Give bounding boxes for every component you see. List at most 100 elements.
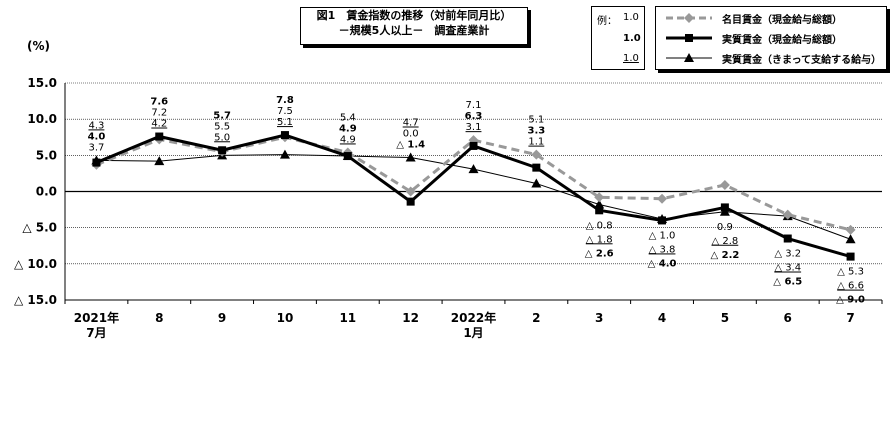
series-real-total-point bbox=[783, 234, 792, 243]
series-nominal-data-label: 3.7 bbox=[88, 142, 104, 153]
series-real-total-point bbox=[846, 252, 855, 261]
series-real-total-data-label: △ 1.4 bbox=[396, 140, 425, 151]
series-real-regular-data-label: △ 1.8 bbox=[586, 234, 613, 245]
series-nominal-point bbox=[594, 192, 605, 203]
x-tick-label: 3 bbox=[595, 311, 603, 325]
legend-item-real-regular: 実質賃金（きまって支給する給与） bbox=[664, 49, 884, 67]
series-real-total-point bbox=[595, 206, 604, 215]
series-real-regular-data-label: 4.3 bbox=[88, 120, 104, 131]
tick-labels: 15.0 10.0 5.0 0.0 △ 5.0 △ 10.0 △ 15.0 2021年 7月 8 9… bbox=[14, 76, 855, 340]
series-nominal-line bbox=[95, 135, 851, 232]
series-real-total-data-label: △ 6.5 bbox=[773, 277, 802, 288]
series-real-total-data-label: 3.3 bbox=[527, 126, 545, 137]
series-real-total-data-label: 7.8 bbox=[276, 95, 294, 106]
series-real-total-data-label: 4.9 bbox=[339, 123, 357, 134]
series-nominal-point bbox=[657, 193, 668, 204]
series-real-total-point bbox=[280, 131, 289, 140]
series-nominal-data-label: 7.1 bbox=[466, 100, 482, 111]
series-real-regular-point bbox=[531, 178, 542, 188]
series-real-total-point bbox=[720, 203, 729, 212]
y-tick-label: △ 15.0 bbox=[14, 293, 57, 307]
series-real-regular-data-label: △ 3.4 bbox=[774, 263, 801, 274]
legend: 名目賃金（現金給与総額） 実質賃金（現金給与総額） 実質賃金（きまって支給する給… bbox=[655, 6, 887, 70]
chart-subtitle: －規模5人以上－ 調査産業計 bbox=[338, 24, 490, 37]
series-real-regular-data-label: △ 2.8 bbox=[711, 236, 738, 247]
series-nominal-data-label: △ 3.2 bbox=[774, 249, 801, 260]
series-real-regular-data-label: 4.2 bbox=[151, 119, 167, 130]
series-real-total-point bbox=[406, 197, 415, 206]
series-nominal-data-label: △ 5.3 bbox=[837, 267, 864, 278]
series-real-regular-data-label: △ 6.6 bbox=[837, 281, 864, 292]
x-tick-label: 7 bbox=[846, 311, 854, 325]
series-nominal-point bbox=[719, 179, 730, 190]
series-real-total-point bbox=[532, 163, 541, 172]
legend-swatch-nominal bbox=[666, 13, 712, 23]
series-nominal-data-label: 0.9 bbox=[717, 222, 733, 233]
x-tick-label: 11 bbox=[339, 311, 356, 325]
series-real-total-point bbox=[92, 158, 101, 167]
series-real-total-data-label: △ 9.0 bbox=[836, 295, 865, 306]
format-example-real-regular: 1.0 bbox=[623, 53, 639, 64]
x-tick-label: 10 bbox=[277, 311, 294, 325]
y-tick-label: 15.0 bbox=[27, 76, 57, 90]
series-nominal-data-label: △ 0.8 bbox=[586, 220, 613, 231]
series-nominal-point bbox=[782, 209, 793, 220]
legend-label-nominal: 名目賃金（現金給与総額） bbox=[722, 15, 842, 26]
series-real-total-data-label: △ 2.6 bbox=[585, 248, 614, 259]
x-tick-label: 12 bbox=[402, 311, 419, 325]
x-tick-label: 2 bbox=[532, 311, 540, 325]
series-nominal-data-label: 0.0 bbox=[403, 129, 419, 140]
legend-swatch-real-total bbox=[666, 34, 712, 42]
x-tick-label: 2022年 1月 bbox=[451, 310, 496, 340]
series-real-total-data-label: 5.7 bbox=[213, 110, 231, 121]
series-real-regular-point bbox=[279, 149, 290, 159]
legend-item-nominal: 名目賃金（現金給与総額） bbox=[664, 9, 884, 27]
series-nominal-data-label: 7.2 bbox=[151, 108, 167, 119]
y-tick-label: 0.0 bbox=[36, 185, 57, 199]
legend-swatch-real-regular bbox=[666, 53, 712, 62]
y-tick-label: △ 5.0 bbox=[22, 221, 57, 235]
series-real-total-data-label: 7.6 bbox=[150, 97, 168, 108]
series-real-total-point bbox=[155, 132, 164, 141]
legend-label-real-regular: 実質賃金（きまって支給する給与） bbox=[722, 55, 882, 66]
series-real-regular-data-label: 4.9 bbox=[340, 134, 356, 145]
series-nominal-data-label: 5.5 bbox=[214, 121, 230, 132]
y-tick-label: 5.0 bbox=[36, 148, 57, 162]
legend-item-real-total: 実質賃金（現金給与総額） bbox=[664, 29, 884, 47]
format-note-label: 例： bbox=[597, 16, 617, 27]
y-tick-label: 10.0 bbox=[27, 112, 57, 126]
chart-title: 図1 賃金指数の推移（対前年同月比） bbox=[316, 9, 512, 22]
label-format-note: 例： 1.0 1.0 1.0 bbox=[591, 6, 645, 70]
x-tick-label: 8 bbox=[155, 311, 163, 325]
y-tick-label: △ 10.0 bbox=[14, 257, 57, 271]
series-real-regular-data-label: △ 3.8 bbox=[649, 244, 676, 255]
series-real-total-point bbox=[658, 216, 667, 225]
series-nominal-point bbox=[405, 186, 416, 197]
series-real-regular-point bbox=[845, 234, 856, 244]
series-nominal-data-label: 5.4 bbox=[340, 112, 356, 123]
series-real-total-point bbox=[218, 146, 227, 155]
series-real-regular-point bbox=[405, 152, 416, 162]
x-tick-label: 2021年 7月 bbox=[74, 310, 119, 340]
series-real-regular-data-label: 3.1 bbox=[466, 122, 482, 133]
series-real-total-point bbox=[343, 152, 352, 161]
format-example-nominal: 1.0 bbox=[623, 12, 639, 23]
y-axis-unit-label: (%) bbox=[27, 39, 50, 53]
series-nominal-point bbox=[845, 224, 856, 235]
x-tick-label: 4 bbox=[658, 311, 666, 325]
series-lines bbox=[91, 131, 856, 261]
x-tick-label: 6 bbox=[784, 311, 792, 325]
series-real-total-data-label: 4.0 bbox=[88, 131, 106, 142]
chart-title-box: 図1 賃金指数の推移（対前年同月比） －規模5人以上－ 調査産業計 bbox=[300, 7, 528, 45]
series-real-regular-point bbox=[594, 199, 605, 209]
x-tick-label: 9 bbox=[218, 311, 226, 325]
series-real-regular-data-label: 5.1 bbox=[277, 117, 293, 128]
legend-label-real-total: 実質賃金（現金給与総額） bbox=[722, 35, 842, 46]
series-real-regular-data-label: 1.1 bbox=[528, 137, 544, 148]
series-real-regular-point bbox=[154, 156, 165, 166]
series-real-regular-data-label: 4.7 bbox=[403, 118, 419, 129]
series-real-total-data-label: △ 4.0 bbox=[648, 258, 677, 269]
series-real-regular-point bbox=[468, 164, 479, 174]
series-real-total-data-label: 6.3 bbox=[465, 111, 483, 122]
